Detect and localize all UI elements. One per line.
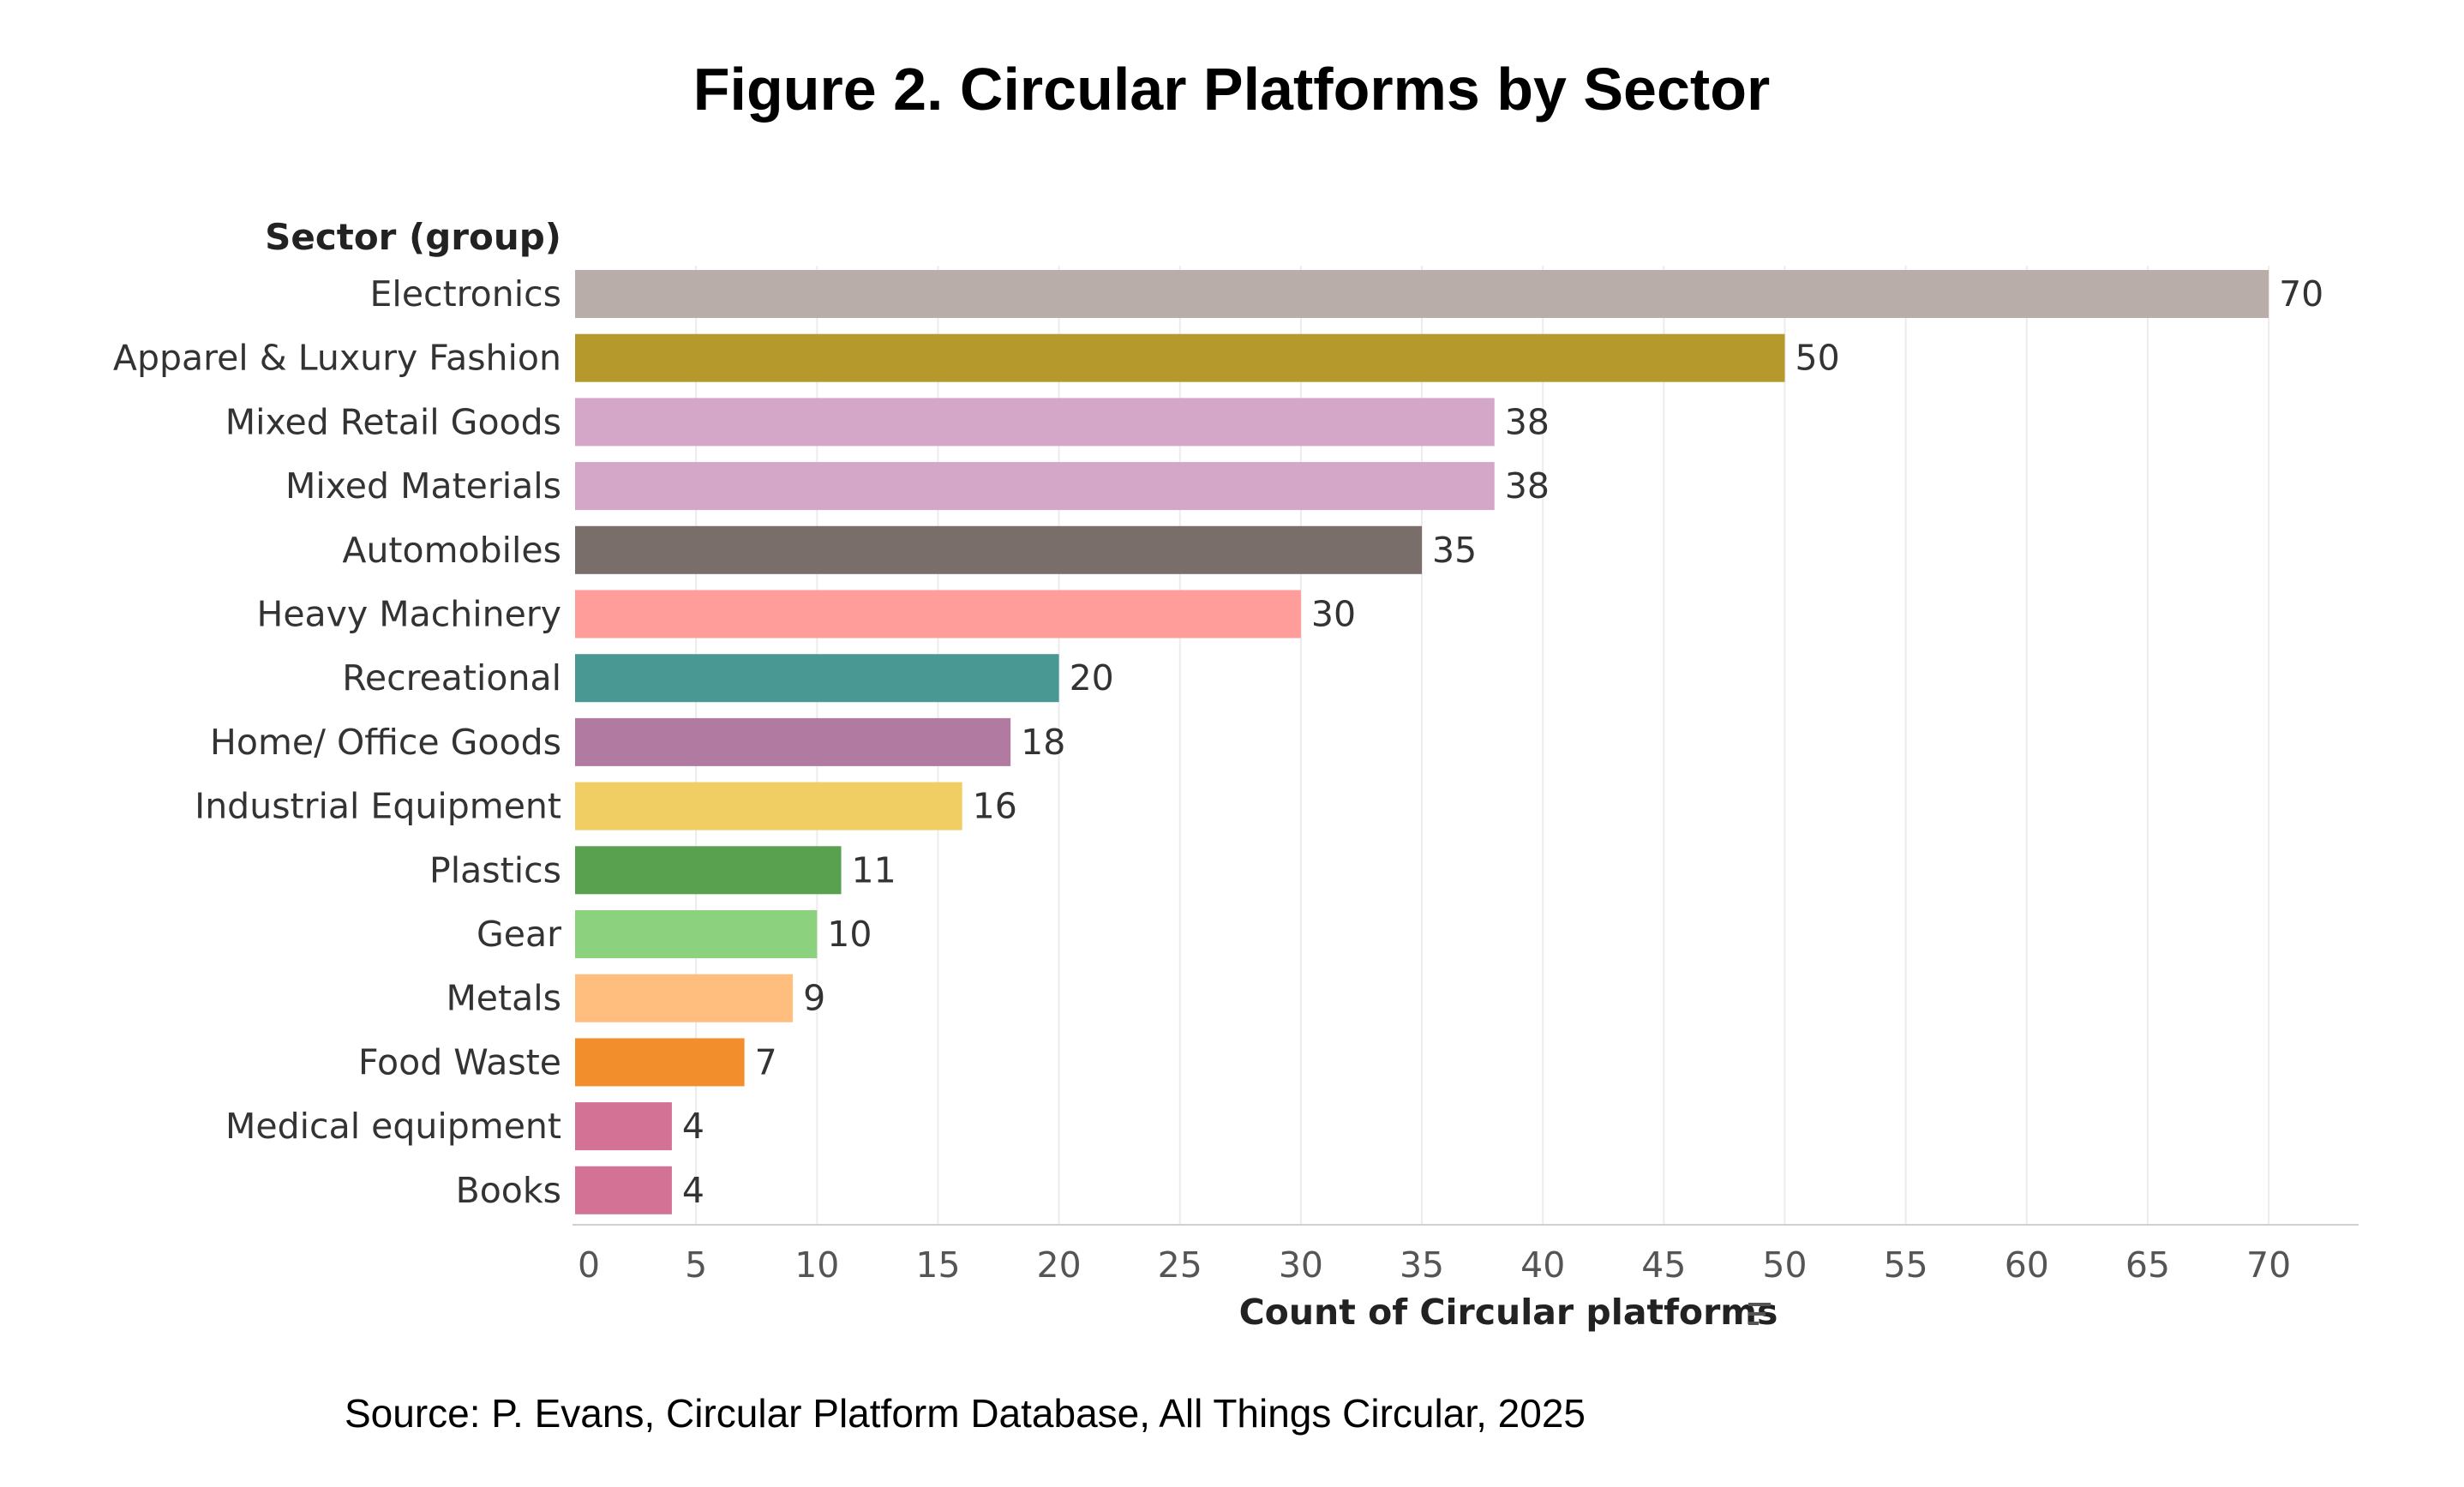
bar[interactable] <box>575 846 842 895</box>
x-tick-label: 50 <box>1762 1244 1807 1286</box>
x-axis-ticks: 0 5 10 15 20 25 30 35 40 45 50 55 60 65 70 <box>578 1244 2291 1286</box>
chart-title: Figure 2. Circular Platforms by Sector <box>693 56 1770 123</box>
category-label: Metals <box>446 978 561 1019</box>
x-tick-label: 15 <box>915 1244 960 1286</box>
category-label: Home/ Office Goods <box>210 722 561 763</box>
x-tick-label: 65 <box>2125 1244 2170 1286</box>
category-label: Medical equipment <box>225 1106 561 1147</box>
data-label: 30 <box>1311 594 1356 635</box>
data-label: 18 <box>1021 722 1065 763</box>
bar[interactable] <box>575 270 2269 318</box>
category-label: Recreational <box>342 657 561 699</box>
bar[interactable] <box>575 590 1301 639</box>
category-label: Mixed Materials <box>285 465 561 507</box>
data-label: 11 <box>852 849 896 890</box>
category-axis-header: Sector (group) <box>265 216 561 258</box>
x-tick-label: 40 <box>1520 1244 1565 1286</box>
source-note: Source: P. Evans, Circular Platform Data… <box>345 1391 1586 1436</box>
x-tick-label: 30 <box>1279 1244 1323 1286</box>
category-label: Food Waste <box>358 1041 561 1082</box>
category-labels: Electronics Apparel & Luxury Fashion Mixed… <box>113 273 561 1211</box>
x-tick-label: 25 <box>1158 1244 1202 1286</box>
bar[interactable] <box>575 462 1495 511</box>
bar[interactable] <box>575 1102 672 1151</box>
sort-descending-icon[interactable] <box>1748 1303 1771 1325</box>
data-label: 7 <box>755 1041 777 1082</box>
bar[interactable] <box>575 398 1495 447</box>
data-label: 4 <box>682 1170 704 1211</box>
data-label: 50 <box>1796 338 1840 379</box>
data-label: 20 <box>1070 657 1114 699</box>
category-label: Industrial Equipment <box>195 786 561 827</box>
x-tick-label: 45 <box>1641 1244 1686 1286</box>
bar[interactable] <box>575 974 794 1022</box>
x-tick-label: 0 <box>578 1244 600 1286</box>
x-tick-label: 55 <box>1884 1244 1928 1286</box>
data-label: 38 <box>1505 401 1550 442</box>
data-label: 9 <box>803 978 825 1019</box>
category-label: Mixed Retail Goods <box>225 401 561 442</box>
category-label: Heavy Machinery <box>257 594 562 635</box>
x-tick-label: 35 <box>1400 1244 1444 1286</box>
category-label: Electronics <box>370 273 561 315</box>
bar[interactable] <box>575 654 1059 703</box>
data-label: 10 <box>827 914 872 955</box>
data-label: 35 <box>1432 530 1477 571</box>
bar[interactable] <box>575 910 818 958</box>
bar[interactable] <box>575 333 1785 382</box>
data-label: 38 <box>1505 465 1550 507</box>
bar[interactable] <box>575 717 1011 766</box>
category-label: Plastics <box>429 849 561 890</box>
x-tick-label: 60 <box>2005 1244 2049 1286</box>
data-label: 4 <box>682 1106 704 1147</box>
bar[interactable] <box>575 782 962 830</box>
bar[interactable] <box>575 1038 745 1087</box>
x-tick-label: 10 <box>794 1244 839 1286</box>
category-label: Apparel & Luxury Fashion <box>113 338 561 379</box>
x-axis-label: Count of Circular platforms <box>1239 1292 1778 1333</box>
bar[interactable] <box>575 1166 672 1214</box>
category-label: Automobiles <box>342 530 561 571</box>
bar[interactable] <box>575 525 1423 574</box>
bars <box>575 270 2269 1214</box>
category-label: Gear <box>477 914 561 955</box>
data-label: 70 <box>2279 273 2323 315</box>
x-tick-label: 5 <box>685 1244 707 1286</box>
data-label: 16 <box>973 786 1017 827</box>
x-tick-label: 20 <box>1037 1244 1082 1286</box>
x-tick-label: 70 <box>2246 1244 2291 1286</box>
category-label: Books <box>456 1170 561 1211</box>
